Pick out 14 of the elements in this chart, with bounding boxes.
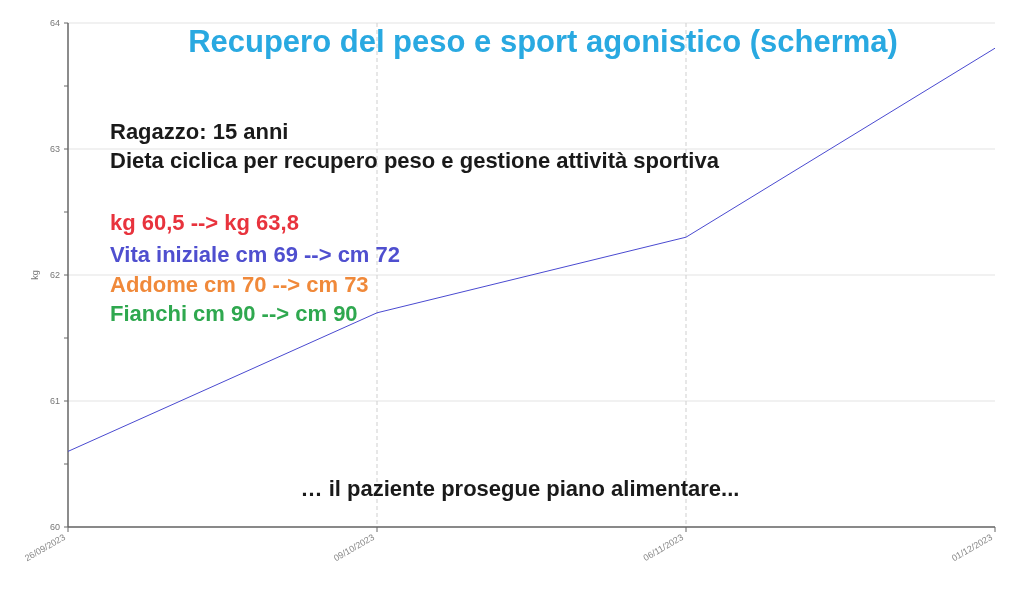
y-axis-title: kg	[30, 270, 40, 280]
annotation: Addome cm 70 --> cm 73	[110, 272, 369, 297]
y-tick-label: 62	[49, 270, 60, 281]
chart-title: Recupero del peso e sport agonistico (scherma)	[188, 24, 898, 59]
y-tick-label: 60	[49, 522, 60, 533]
annotation: kg 60,5 --> kg 63,8	[110, 210, 299, 235]
y-tick-label: 64	[49, 18, 60, 29]
y-tick-label: 63	[49, 144, 60, 155]
annotation: Dieta ciclica per recupero peso e gestione attività sportiva	[110, 148, 720, 173]
y-tick-label: 61	[49, 396, 60, 407]
annotation: Fianchi cm 90 --> cm 90	[110, 301, 358, 326]
annotation: Ragazzo: 15 anni	[110, 119, 289, 144]
annotation: … il paziente prosegue piano alimentare...	[300, 476, 740, 501]
annotation: Vita iniziale cm 69 --> cm 72	[110, 242, 401, 267]
